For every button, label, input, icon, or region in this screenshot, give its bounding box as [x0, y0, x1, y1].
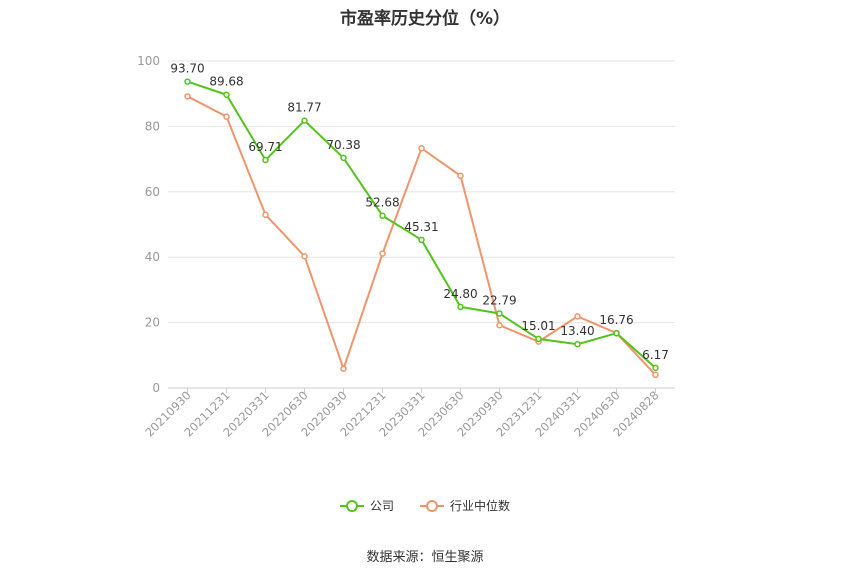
- legend-item-company[interactable]: 公司: [339, 497, 394, 514]
- data-point-0: [379, 212, 386, 219]
- legend-label-industry-median: 行业中位数: [450, 499, 511, 513]
- data-point-0: [184, 78, 191, 85]
- data-point-1: [223, 113, 230, 120]
- data-label: 6.17: [642, 348, 669, 362]
- data-label: 16.76: [599, 313, 633, 327]
- legend-swatch-company: [339, 499, 364, 513]
- data-point-1: [340, 365, 347, 372]
- data-point-1: [457, 172, 464, 180]
- y-tick-label: 40: [145, 250, 160, 264]
- data-point-1: [496, 321, 503, 329]
- y-tick-label: 0: [152, 381, 160, 395]
- data-point-1: [184, 93, 191, 100]
- data-label: 70.38: [326, 138, 360, 152]
- legend-swatch-industry-median: [420, 499, 444, 513]
- y-tick-label: 100: [137, 54, 160, 68]
- data-point-0: [652, 364, 659, 372]
- data-point-0: [301, 117, 308, 124]
- data-source: 数据来源：恒生聚源: [366, 550, 484, 565]
- y-tick-label: 80: [145, 119, 160, 133]
- legend-label-company: 公司: [369, 499, 394, 513]
- chart-legend: 公司 行业中位数: [0, 497, 850, 514]
- data-point-0: [418, 236, 425, 244]
- data-label: 45.31: [404, 220, 438, 234]
- data-point-0: [262, 156, 269, 164]
- data-point-1: [652, 371, 659, 379]
- data-label: 15.01: [521, 319, 555, 333]
- data-point-0: [496, 310, 503, 317]
- data-label: 93.70: [170, 62, 204, 76]
- data-point-1: [418, 145, 425, 152]
- y-tick-label: 20: [145, 316, 160, 330]
- data-point-0: [457, 303, 464, 311]
- data-label: 81.77: [287, 101, 321, 115]
- data-point-1: [379, 250, 386, 257]
- data-point-1: [301, 252, 308, 260]
- data-label: 52.68: [365, 196, 399, 210]
- data-label: 22.79: [482, 293, 516, 307]
- data-point-0: [223, 91, 230, 98]
- data-point-0: [613, 329, 620, 337]
- legend-item-industry-median[interactable]: 行业中位数: [420, 497, 510, 514]
- chart-title: 市盈率历史分位（%）: [339, 9, 511, 29]
- data-point-1: [262, 211, 269, 218]
- data-point-0: [535, 335, 542, 343]
- data-point-0: [340, 154, 347, 162]
- data-point-1: [574, 313, 581, 320]
- data-label: 89.68: [209, 75, 243, 89]
- data-label: 69.71: [248, 140, 282, 154]
- data-label: 24.80: [443, 287, 477, 301]
- data-point-0: [574, 340, 581, 348]
- y-tick-label: 60: [145, 185, 160, 199]
- data-label: 13.40: [560, 324, 594, 338]
